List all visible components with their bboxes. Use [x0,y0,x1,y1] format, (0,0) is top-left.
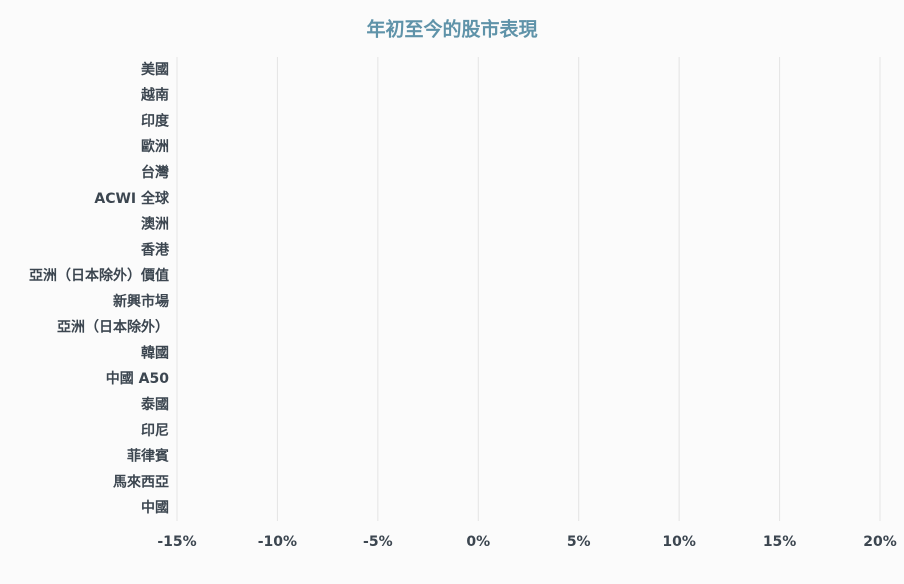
y-tick-label: 中國 A50 [106,370,169,387]
x-tick-label: 5% [567,534,591,550]
y-tick-label: 泰國 [140,396,169,413]
y-tick-label: 亞洲（日本除外）價值 [29,267,169,284]
y-tick-label: 菲律賓 [127,448,169,465]
y-tick-label: 台灣 [141,164,169,181]
y-tick-label: 美國 [141,61,169,78]
y-tick-label: 澳洲 [141,216,169,233]
y-tick-label: 韓國 [141,344,169,361]
chart-title: 年初至今的股市表現 [366,18,537,41]
y-tick-label: ACWI 全球 [94,190,170,207]
y-tick-label: 歐洲 [141,138,169,155]
y-tick-label: 印度 [141,112,170,129]
y-tick-label: 亞洲（日本除外） [57,319,169,336]
y-tick-label: 中國 [141,499,169,516]
x-tick-label: 10% [662,534,696,550]
x-tick-label: 15% [763,534,797,550]
y-tick-label: 印尼 [141,422,169,439]
x-tick-label: -5% [363,534,393,550]
x-tick-label: 20% [863,534,897,550]
y-tick-label: 馬來西亞 [113,473,169,490]
x-tick-label: -15% [157,534,196,550]
y-tick-label: 新興市場 [113,293,169,310]
x-tick-label: -10% [258,534,297,550]
y-tick-label: 香港 [140,241,170,258]
y-tick-label: 越南 [140,87,169,104]
x-tick-label: 0% [466,534,490,550]
